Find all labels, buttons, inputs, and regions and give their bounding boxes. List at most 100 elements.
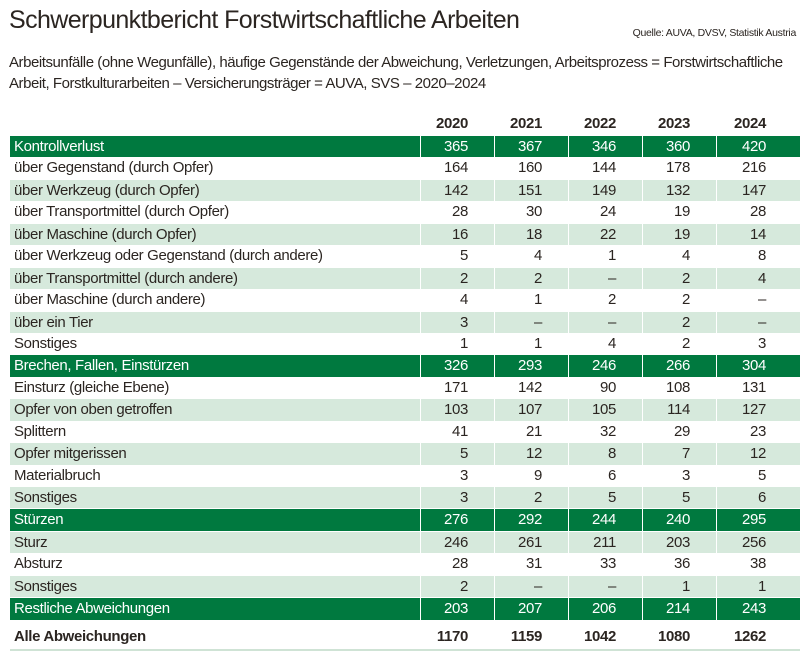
total-row: Alle Abweichungen 1170 1159 1042 1080 12… — [10, 625, 800, 651]
row-label: Absturz — [14, 555, 63, 573]
source-note: Quelle: AUVA, DVSV, Statistik Austria — [632, 27, 797, 39]
table-row: über Gegenstand (durch Opfer) 164 160 144 17… — [10, 157, 800, 179]
value-cell: 144 — [568, 157, 642, 179]
row-label: Splittern — [14, 422, 66, 440]
value-cell: 16 — [420, 223, 494, 246]
value-cell: 1 — [716, 575, 792, 598]
year-header: 2020 — [436, 115, 468, 132]
value-cell: – — [494, 575, 568, 598]
value-cell: 21 — [494, 420, 568, 443]
row-label: Brechen, Fallen, Einstürzen — [14, 357, 189, 375]
value-cell: 346 — [568, 136, 642, 158]
value-cell: 4 — [420, 289, 494, 311]
value-cell: 367 — [494, 136, 568, 158]
value-cell: 293 — [494, 355, 568, 377]
value-cell: 2 — [642, 289, 716, 311]
row-label: Stürzen — [14, 511, 64, 529]
value-cell: 326 — [420, 355, 494, 377]
value-cell: 2 — [420, 575, 494, 598]
value-cell: 14 — [716, 223, 792, 246]
value-cell: 32 — [568, 420, 642, 443]
value-cell: 2 — [642, 311, 716, 333]
value-cell: 246 — [420, 531, 494, 554]
value-cell: 4 — [716, 267, 792, 290]
value-cell: 207 — [494, 598, 568, 620]
value-cell: 4 — [494, 245, 568, 267]
value-cell: 36 — [642, 553, 716, 575]
section-row: Kontrollverlust 365 367 346 360 420 — [10, 135, 800, 158]
table-row: über Werkzeug (durch Opfer) 142 151 149 132 1… — [10, 178, 800, 202]
value-cell: 8 — [568, 443, 642, 465]
value-cell: 38 — [716, 553, 792, 575]
value-cell: 420 — [716, 136, 792, 158]
value-cell: 151 — [494, 179, 568, 202]
value-cell: 2 — [494, 487, 568, 509]
value-cell: – — [568, 311, 642, 333]
value-cell: 29 — [642, 420, 716, 443]
table-row: Einsturz (gleiche Ebene) 171 142 90 108 131 — [10, 376, 800, 399]
value-cell: 28 — [716, 201, 792, 223]
value-cell: 3 — [716, 332, 792, 355]
value-cell: 304 — [716, 355, 792, 377]
value-cell: 127 — [716, 399, 792, 421]
total-value: 1080 — [658, 627, 690, 645]
value-cell: 12 — [494, 443, 568, 465]
value-cell: 203 — [420, 598, 494, 620]
value-cell: 164 — [420, 157, 494, 179]
value-cell: 9 — [494, 464, 568, 486]
value-cell: 178 — [642, 157, 716, 179]
row-label: Sonstiges — [14, 334, 77, 352]
row-label: Einsturz (gleiche Ebene) — [14, 378, 170, 396]
value-cell: 5 — [420, 443, 494, 465]
value-cell: 149 — [568, 179, 642, 202]
value-cell: 1 — [642, 575, 716, 598]
row-label: über Werkzeug oder Gegenstand (durch and… — [14, 247, 323, 265]
header-label-cell — [10, 113, 420, 135]
row-label: Kontrollverlust — [14, 138, 104, 155]
value-cell: 28 — [420, 201, 494, 223]
row-label: Restliche Abweichungen — [14, 600, 170, 618]
value-cell: 6 — [716, 487, 792, 509]
value-cell: 276 — [420, 509, 494, 531]
value-cell: 240 — [642, 509, 716, 531]
value-cell: 5 — [568, 487, 642, 509]
row-label: Sturz — [14, 533, 48, 551]
row-label: über Transportmittel (durch Opfer) — [14, 203, 229, 221]
value-cell: 171 — [420, 376, 494, 399]
value-cell: 5 — [420, 245, 494, 267]
value-cell: 2 — [568, 289, 642, 311]
value-cell: 19 — [642, 201, 716, 223]
total-value: 1262 — [734, 627, 766, 645]
value-cell: 7 — [642, 443, 716, 465]
value-cell: 261 — [494, 531, 568, 554]
value-cell: 1 — [568, 245, 642, 267]
value-cell: 292 — [494, 509, 568, 531]
value-cell: 203 — [642, 531, 716, 554]
row-label: Opfer mitgerissen — [14, 445, 127, 463]
value-cell: 132 — [642, 179, 716, 202]
table-row: über Maschine (durch Opfer) 16 18 22 19 14 — [10, 222, 800, 246]
value-cell: 214 — [642, 598, 716, 620]
value-cell: 22 — [568, 223, 642, 246]
value-cell: 4 — [642, 245, 716, 267]
value-cell: 131 — [716, 376, 792, 399]
value-cell: 1 — [494, 289, 568, 311]
value-cell: 19 — [642, 223, 716, 246]
value-cell: 5 — [716, 464, 792, 486]
table-row: Opfer mitgerissen 5 12 8 7 12 — [10, 442, 800, 465]
total-value: 1042 — [584, 627, 616, 645]
row-label: über Maschine (durch andere) — [14, 291, 206, 309]
value-cell: 6 — [568, 464, 642, 486]
value-cell: 365 — [420, 136, 494, 158]
value-cell: 211 — [568, 531, 642, 554]
table-row: über Werkzeug oder Gegenstand (durch and… — [10, 245, 800, 267]
value-cell: 103 — [420, 399, 494, 421]
value-cell: 30 — [494, 201, 568, 223]
table-header-row: 2020 2021 2022 2023 2024 — [10, 113, 800, 135]
value-cell: 114 — [642, 399, 716, 421]
row-label: über Transportmittel (durch andere) — [14, 269, 238, 287]
value-cell: 24 — [568, 201, 642, 223]
total-label: Alle Abweichungen — [14, 627, 146, 645]
value-cell: 108 — [642, 376, 716, 399]
value-cell: 360 — [642, 136, 716, 158]
